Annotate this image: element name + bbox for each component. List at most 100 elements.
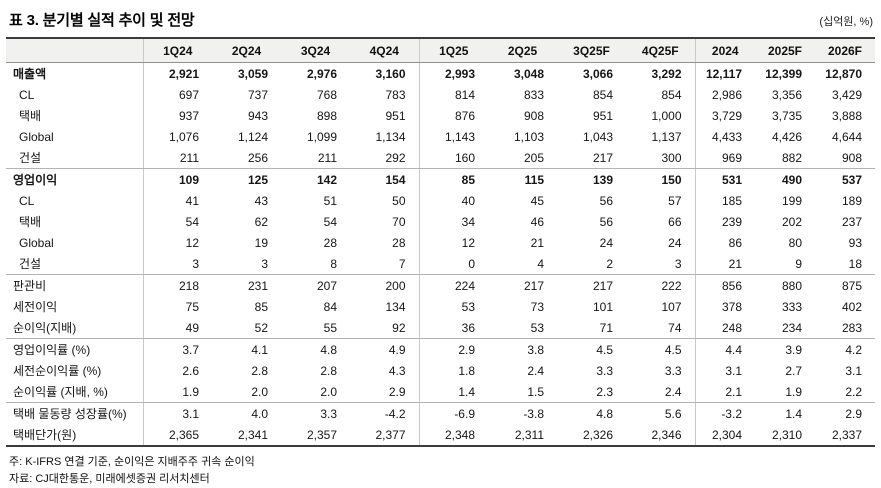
table-cell: 43 xyxy=(254,193,268,208)
table-cell: 2.8 xyxy=(320,363,337,378)
column-header: 2025F xyxy=(755,38,815,63)
row-label: CL xyxy=(19,193,35,208)
table-cell: 1,143 xyxy=(418,126,488,147)
table-cell: 24 xyxy=(668,235,682,250)
table-cell: 2,365 xyxy=(142,424,212,446)
column-header: 3Q25F xyxy=(557,38,626,63)
table-cell: 908 xyxy=(815,147,875,169)
table-cell: 2,310 xyxy=(771,427,802,442)
table-cell: -4.2 xyxy=(384,406,406,421)
table-cell: 1.4 xyxy=(418,381,488,403)
table-cell: 231 xyxy=(247,278,268,293)
table-cell: 84 xyxy=(323,299,337,314)
table-cell: 737 xyxy=(247,87,268,102)
table-cell: 21 xyxy=(530,235,544,250)
table-cell: 237 xyxy=(841,214,862,229)
table-cell: 4.9 xyxy=(388,342,406,357)
table-cell: 28 xyxy=(392,235,406,250)
table-cell: 4.4 xyxy=(694,338,755,360)
table-cell: 3,888 xyxy=(831,108,862,123)
table-cell: -3.2 xyxy=(694,402,755,424)
table-cell: 908 xyxy=(523,108,544,123)
table-cell: 2,976 xyxy=(306,66,337,81)
table-cell: 52 xyxy=(212,317,281,339)
table-cell: 154 xyxy=(385,172,406,187)
table-cell: 2,986 xyxy=(694,84,755,105)
table-cell: 4.5 xyxy=(664,342,682,357)
table-cell: 3,160 xyxy=(375,66,406,81)
table-cell: 3.3 xyxy=(320,406,337,421)
unit-note: (십억원, %) xyxy=(819,16,873,28)
table-cell: -3.8 xyxy=(523,406,544,421)
row-label: CL xyxy=(19,87,35,102)
table-cell: 1,134 xyxy=(375,129,406,144)
table-cell: 46 xyxy=(530,214,544,229)
table-cell: 3.1 xyxy=(694,360,755,381)
table-cell: 222 xyxy=(661,278,682,293)
table-body: 매출액 2,921 3,059 2,976 3,160 2,993 3,048 3,066 3,… xyxy=(6,62,875,446)
table-cell: 256 xyxy=(212,147,281,169)
table-cell: 882 xyxy=(755,147,815,169)
table-cell: 185 xyxy=(694,190,755,211)
table-cell: 4,426 xyxy=(771,129,802,144)
table-cell: 2.8 xyxy=(251,363,268,378)
table-row: 택배 물동량 성장률(%) 3.1 4.0 3.3 -4.2 -6.9 -3.8 4.8 5.6… xyxy=(6,402,875,424)
table-cell: 150 xyxy=(661,172,682,187)
table-cell: 160 xyxy=(418,147,488,169)
table-cell: 951 xyxy=(592,108,613,123)
table-cell: 54 xyxy=(142,211,212,232)
table-cell: 217 xyxy=(523,278,544,293)
table-cell: 402 xyxy=(841,299,862,314)
table-cell: 537 xyxy=(841,172,862,187)
table-cell: 12 xyxy=(142,232,212,253)
table-cell: 2.3 xyxy=(557,381,626,403)
table-row: CL 41 43 51 50 40 45 56 57 185 199 189 xyxy=(6,190,875,211)
table-cell: 969 xyxy=(694,147,755,169)
table-cell: 333 xyxy=(781,299,802,314)
table-cell: 3.1 xyxy=(142,402,212,424)
row-label: 택배 xyxy=(19,215,42,229)
table-cell: 199 xyxy=(781,193,802,208)
row-label: 매출액 xyxy=(13,67,47,81)
row-label: 판관비 xyxy=(13,279,47,293)
footnotes: 주: K-IFRS 연결 기준, 순이익은 지배주주 귀속 순이익 자료: CJ… xyxy=(6,447,875,488)
table-cell: 3,356 xyxy=(771,87,802,102)
table-cell: 200 xyxy=(385,278,406,293)
table-cell: 51 xyxy=(323,193,337,208)
table-cell: 3,059 xyxy=(237,66,268,81)
table-cell: 85 xyxy=(254,299,268,314)
table-cell: 12,870 xyxy=(825,66,862,81)
table-cell: 4.8 xyxy=(596,406,613,421)
table-cell: 854 xyxy=(592,87,613,102)
column-header: 2026F xyxy=(815,38,875,63)
row-label: 건설 xyxy=(6,253,143,275)
table-cell: 2.4 xyxy=(626,381,695,403)
table-row: 택배 54 62 54 70 34 46 56 66 239 202 237 xyxy=(6,211,875,232)
table-row: 세전순이익률 (%) 2.6 2.8 2.8 4.3 1.8 2.4 3.3 3.3 3.1 2.7… xyxy=(6,360,875,381)
table-cell: 283 xyxy=(815,317,875,339)
table-cell: 833 xyxy=(523,87,544,102)
table-cell: 202 xyxy=(781,214,802,229)
table-cell: 4,433 xyxy=(694,126,755,147)
table-cell: 125 xyxy=(247,172,268,187)
table-cell: 75 xyxy=(142,296,212,317)
table-cell: 1,000 xyxy=(651,108,682,123)
row-label: 순이익률 (지배, %) xyxy=(6,381,143,403)
table-row: 세전이익 75 85 84 134 53 73 101 107 378 333 402 xyxy=(6,296,875,317)
table-cell: 239 xyxy=(694,211,755,232)
table-cell: 3.1 xyxy=(845,363,862,378)
table-cell: 3 xyxy=(212,253,281,275)
table-cell: 4 xyxy=(488,253,557,275)
table-cell: 9 xyxy=(755,253,815,275)
table-cell: 21 xyxy=(694,253,755,275)
table-cell: 55 xyxy=(281,317,350,339)
table-cell: 2.7 xyxy=(785,363,802,378)
table-cell: 3.3 xyxy=(596,363,613,378)
table-cell: 205 xyxy=(488,147,557,169)
table-cell: 248 xyxy=(694,317,755,339)
table-cell: 2.2 xyxy=(815,381,875,403)
table-cell: 1.9 xyxy=(755,381,815,403)
table-cell: 56 xyxy=(599,193,613,208)
table-cell: 943 xyxy=(247,108,268,123)
table-cell: 2,377 xyxy=(375,427,406,442)
